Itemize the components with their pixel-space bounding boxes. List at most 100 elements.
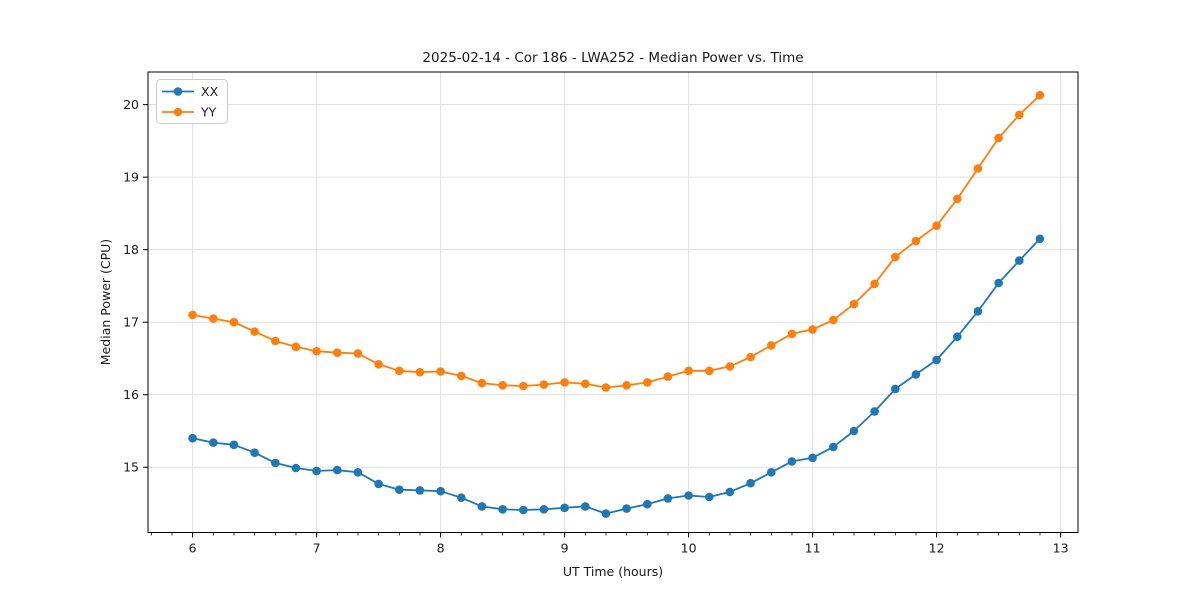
plot-border [147,71,1079,533]
data-point-yy [643,378,652,387]
data-point-yy [767,341,776,350]
data-point-yy [829,315,838,325]
data-point-yy [973,164,983,173]
data-point-yy [333,348,342,358]
x-tick-label: 8 [437,541,445,556]
data-point-xx [622,504,631,513]
data-point-xx [415,486,425,495]
data-point-xx [209,438,218,447]
data-point-yy [519,381,528,391]
data-point-yy [994,133,1003,143]
chart-title: 2025-02-14 - Cor 186 - LWA252 - Median P… [422,50,803,66]
data-point-yy [457,371,466,381]
data-point-xx [457,493,466,503]
data-point-yy [953,194,962,204]
data-point-xx [870,407,879,416]
x-tick-label: 10 [681,541,697,556]
data-point-xx [353,468,363,477]
data-point-xx [188,433,197,443]
data-point-yy [560,378,569,387]
data-point-yy [1015,110,1024,120]
data-point-yy [477,378,487,388]
data-point-xx [395,485,404,495]
data-point-xx [849,426,859,436]
data-point-yy [415,367,425,377]
data-point-xx [911,370,921,379]
data-point-yy [188,310,197,320]
data-point-yy [911,236,921,246]
x-tick-label: 13 [1053,541,1069,556]
y-axis-label: Median Power (CPU) [98,239,113,365]
data-point-xx [519,505,528,515]
legend-label-xx: XX [201,84,219,99]
data-point-xx [333,465,342,475]
tick-labels: 6 7 8 9 10 11 12 13 15 16 17 18 19 20 [123,97,1068,555]
data-point-yy [291,342,301,352]
data-point-yy [725,362,735,371]
data-point-xx [1015,256,1024,265]
data-point-xx [229,440,239,450]
data-point-xx [684,491,693,500]
data-point-xx [271,458,280,468]
data-point-xx [932,355,941,365]
data-point-yy [684,366,693,376]
data-point-xx [973,307,983,316]
data-point-xx [581,502,590,511]
data-point-yy [891,252,900,262]
data-point-xx [374,479,383,489]
data-point-yy [498,381,507,390]
data-point-yy [395,366,404,376]
data-point-xx [705,492,714,502]
y-tick-label: 17 [123,315,139,330]
data-point-xx [643,499,652,509]
data-point-yy [870,279,879,289]
data-point-xx [725,487,735,497]
legend-marker-xx [173,87,183,96]
y-tick-label: 20 [123,97,139,112]
data-point-yy [705,366,714,376]
x-tick-label: 6 [189,541,197,556]
data-point-yy [312,346,321,356]
x-tick-label: 11 [805,541,821,556]
data-point-yy [539,380,549,389]
data-point-yy [229,317,239,327]
data-point-xx [312,466,321,476]
data-point-yy [271,336,280,346]
y-tick-label: 15 [123,460,139,475]
data-point-xx [539,505,549,514]
data-point-yy [787,329,797,339]
legend-item-xx: XX [162,84,219,99]
data-point-xx [829,442,838,452]
data-point-yy [932,221,941,230]
axis-ticks [143,104,1062,538]
data-point-xx [953,332,962,342]
y-tick-label: 16 [123,387,139,402]
grid [148,72,1078,533]
x-axis-label: UT Time (hours) [563,564,663,579]
data-point-xx [891,384,900,394]
data-point-yy [601,383,611,392]
data-point-xx [746,478,755,488]
data-point-xx [663,494,673,503]
data-point-xx [601,509,611,518]
data-point-xx [291,463,301,473]
data-point-xx [498,505,507,514]
x-tick-label: 12 [929,541,945,556]
data-point-yy [746,352,755,362]
data-point-xx [787,457,797,466]
legend-marker-yy [173,107,183,117]
data-point-xx [994,278,1003,288]
legend-item-yy: YY [162,105,217,120]
data-point-yy [250,327,259,336]
series-layer [188,90,1045,518]
data-point-yy [436,367,445,376]
y-tick-label: 18 [123,242,139,257]
data-point-xx [250,448,259,458]
data-point-yy [209,314,218,323]
data-point-yy [353,349,363,358]
data-point-yy [808,325,817,334]
y-tick-label: 19 [123,170,139,185]
x-tick-label: 7 [313,541,321,556]
